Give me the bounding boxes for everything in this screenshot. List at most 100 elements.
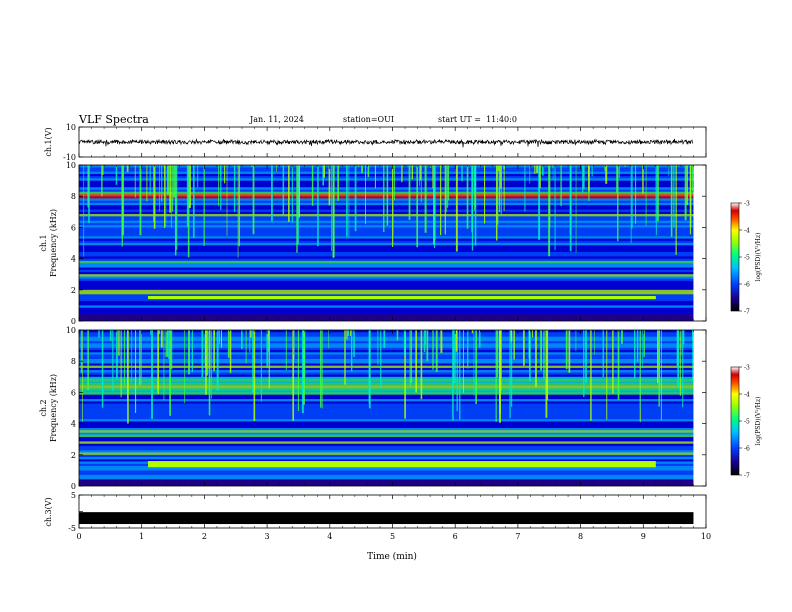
ch1-waveform-trace xyxy=(78,138,694,148)
spectrogram-row xyxy=(79,318,694,321)
ch2-spectrogram-image xyxy=(79,330,706,486)
ch3-waveform-trace xyxy=(79,512,694,525)
x-tick-label: 0 xyxy=(76,532,81,541)
spectrogram-row xyxy=(79,171,694,175)
spectrogram-row xyxy=(79,165,694,168)
ch2-channel-label: ch.2 xyxy=(39,399,48,416)
spectrogram-row xyxy=(79,416,694,420)
spectrogram-row xyxy=(79,263,694,266)
spectrogram-row xyxy=(79,332,694,335)
spectrogram-row xyxy=(79,445,694,449)
spectrogram-row xyxy=(79,211,694,215)
spectrogram-row xyxy=(79,300,694,304)
spectrogram-row xyxy=(79,193,694,197)
spectrogram-row xyxy=(79,305,694,308)
ch2-spectrogram-panel: 0 2 4 6 8 10 ch.2 Frequency (kHz) xyxy=(39,326,707,491)
spectrogram-row xyxy=(79,218,694,222)
spectrogram-row xyxy=(79,457,694,460)
spectrogram-row xyxy=(79,167,694,170)
spectrogram-row xyxy=(79,468,694,471)
y-tick-label: 10 xyxy=(66,123,76,132)
spectrogram-row xyxy=(79,474,694,478)
colorbar-tick-label: -3 xyxy=(744,201,750,208)
spectrogram-row xyxy=(79,405,694,409)
ch1-colorbar-ticks: -3 -4 -5 -6 -7 xyxy=(739,201,750,316)
spectrogram-row xyxy=(79,394,694,398)
y-tick-label: -10 xyxy=(63,153,76,162)
ch1-colorbar: -3 -4 -5 -6 -7 log(PSD)(V²/Hz) xyxy=(730,201,762,316)
figure-title: VLF Spectra xyxy=(79,113,149,126)
y-tick-label: 0 xyxy=(71,482,76,491)
colorbar-tick-label: -5 xyxy=(744,255,750,262)
spectrogram-row xyxy=(79,370,694,373)
ch1-frequency-ylabel: Frequency (kHz) xyxy=(49,209,58,277)
spectrogram-row xyxy=(79,191,694,195)
spectrogram-row xyxy=(79,423,694,427)
spectrogram-row xyxy=(79,414,694,418)
x-tick-label: 4 xyxy=(327,532,332,541)
no-data-region xyxy=(693,330,706,486)
spectrogram-row xyxy=(79,347,694,351)
spectrogram-row xyxy=(79,169,694,172)
spectrogram-row xyxy=(79,265,694,268)
spectrogram-row xyxy=(79,271,694,275)
spectrogram-row xyxy=(79,410,694,413)
spectrogram-row xyxy=(79,222,694,226)
spectrogram-row xyxy=(79,392,694,395)
spectrogram-row xyxy=(79,229,694,233)
colorbar-tick-label: -5 xyxy=(744,419,750,426)
persistent-band xyxy=(147,461,656,468)
spectrogram-row xyxy=(79,249,694,253)
y-tick-label: 0 xyxy=(71,317,76,326)
y-tick-label: 6 xyxy=(71,388,76,397)
ch2-colorbar: -3 -4 -5 -6 -7 log(PSD)(V²/Hz) xyxy=(730,365,762,480)
waveform-band xyxy=(79,512,694,525)
x-tick-label: 9 xyxy=(641,532,646,541)
ch1-colorbar-gradient xyxy=(730,202,740,312)
spectrogram-row xyxy=(79,287,694,291)
spectrogram-row xyxy=(79,470,694,473)
waveform-line xyxy=(78,138,694,148)
spectrogram-row xyxy=(79,294,694,297)
spectrogram-row xyxy=(79,182,694,186)
spectrogram-row xyxy=(79,399,694,402)
spectrogram-row xyxy=(79,285,694,288)
spectrogram-row xyxy=(79,258,694,262)
ch1-waveform-ylabel: ch.1(V) xyxy=(44,127,53,156)
spectrogram-row xyxy=(79,481,694,485)
ch2-frequency-ylabel: Frequency (kHz) xyxy=(49,374,58,442)
spectrogram-row xyxy=(79,276,694,279)
spectrogram-row xyxy=(79,173,694,177)
spectrogram-row xyxy=(79,441,694,444)
spectrogram-row xyxy=(79,408,694,411)
spectrogram-row xyxy=(79,189,694,193)
ch1-colorbar-label: log(PSD)(V²/Hz) xyxy=(755,233,762,282)
spectrogram-row xyxy=(79,401,694,404)
spectrogram-row xyxy=(79,403,694,407)
spectrogram-row xyxy=(79,227,694,230)
ch1-waveform-axis: 10 -10 xyxy=(63,123,707,162)
spectrogram-row xyxy=(79,231,694,235)
y-tick-label: 10 xyxy=(66,161,76,170)
y-tick-label: 6 xyxy=(71,223,76,232)
spectrogram-row xyxy=(79,289,694,293)
spectrogram-row xyxy=(79,396,694,400)
colorbar-tick-label: -7 xyxy=(744,309,750,316)
x-tick-label: 3 xyxy=(265,532,270,541)
ch1-spectrogram-panel: 0 2 4 6 8 10 ch.1 Frequency (kHz) xyxy=(39,161,707,326)
spectrogram-row xyxy=(79,372,694,375)
spectrogram-row xyxy=(79,336,694,340)
spectrogram-row xyxy=(79,436,694,440)
spectrogram-row xyxy=(79,450,694,453)
spectrogram-row xyxy=(79,452,694,456)
spectrogram-row xyxy=(79,434,694,438)
colorbar-tick-label: -4 xyxy=(744,228,750,235)
x-tick-label: 5 xyxy=(390,532,395,541)
persistent-band xyxy=(147,296,656,300)
spectrogram-row xyxy=(79,428,694,431)
spectrogram-row xyxy=(79,343,694,346)
spectrogram-row xyxy=(79,432,694,436)
spectrogram-row xyxy=(79,205,694,208)
spectrogram-row xyxy=(79,472,694,476)
